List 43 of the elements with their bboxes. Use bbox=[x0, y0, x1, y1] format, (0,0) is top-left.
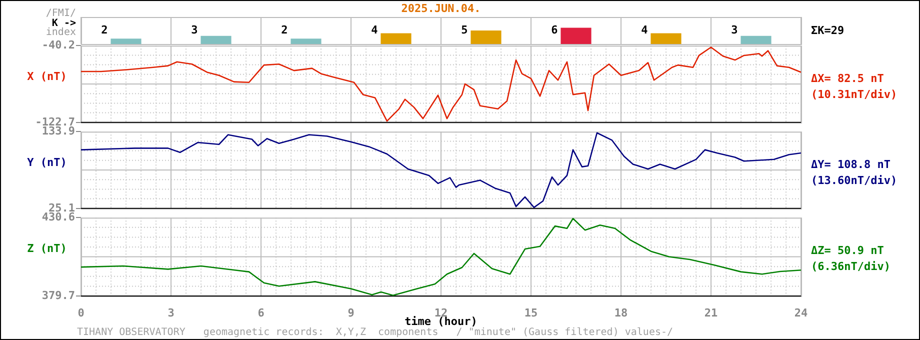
text: ΣK=29 bbox=[811, 24, 844, 36]
bar bbox=[470, 30, 502, 44]
x-tick-label: 18 bbox=[614, 306, 628, 320]
text: (10.31nT/div) bbox=[811, 88, 898, 101]
bar bbox=[560, 28, 592, 44]
y-tick-label: -40.2 bbox=[42, 38, 75, 52]
text: /FMI/ bbox=[44, 8, 76, 19]
x-tick-label: 0 bbox=[78, 306, 84, 320]
y-axis-title: Y (nT) bbox=[26, 156, 68, 169]
text: index bbox=[44, 27, 76, 38]
data-label: 3 bbox=[731, 23, 738, 36]
bar bbox=[650, 33, 682, 44]
x-tick-label: 24 bbox=[794, 306, 808, 320]
data-label: 2 bbox=[281, 23, 288, 36]
chart-title: 2025.JUN.04. bbox=[401, 2, 481, 15]
y-tick-label: 430.6 bbox=[42, 210, 76, 224]
data-label: 5 bbox=[461, 23, 468, 36]
bar bbox=[380, 33, 412, 44]
y-axis-title: K -> bbox=[52, 18, 76, 29]
text: ΔY= 108.8 nT bbox=[811, 158, 890, 171]
y-tick-label: 379.7 bbox=[42, 288, 75, 302]
bar bbox=[110, 38, 142, 44]
x-tick-label: 15 bbox=[524, 306, 538, 320]
data-label: 4 bbox=[641, 23, 648, 36]
text: ΔX= 82.5 nT bbox=[811, 72, 884, 85]
y-axis-title: X (nT) bbox=[26, 70, 68, 83]
y-axis-title: Z (nT) bbox=[26, 242, 68, 255]
y-tick-label: 133.9 bbox=[42, 124, 75, 138]
bar bbox=[200, 36, 232, 44]
text: ΔZ= 50.9 nT bbox=[811, 244, 884, 257]
data-label: 3 bbox=[191, 23, 198, 36]
data-label: 4 bbox=[371, 23, 378, 36]
x-tick-label: 21 bbox=[704, 306, 718, 320]
x-tick-label: 9 bbox=[348, 306, 354, 320]
bar bbox=[740, 36, 772, 44]
data-label: 2 bbox=[101, 23, 108, 36]
x-tick-label: 6 bbox=[258, 306, 265, 320]
text: (6.36nT/div) bbox=[811, 260, 890, 273]
text: (13.60nT/div) bbox=[811, 174, 898, 187]
bar bbox=[290, 38, 322, 44]
x-tick-label: 3 bbox=[168, 306, 174, 320]
text: TIHANY OBSERVATORY geomagnetic records: X,Y,Z components / "minute" (Gauss filtered) values-/ bbox=[77, 327, 674, 339]
data-label: 6 bbox=[551, 23, 558, 36]
